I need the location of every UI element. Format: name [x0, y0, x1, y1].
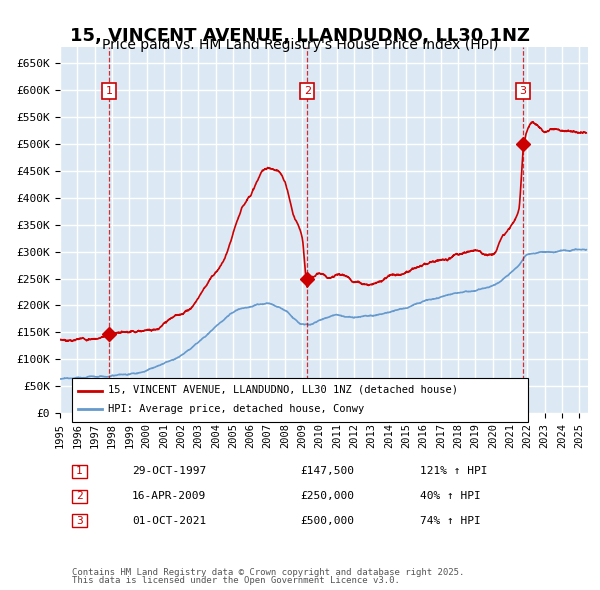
Text: £147,500: £147,500	[300, 467, 354, 476]
Text: 2: 2	[304, 86, 311, 96]
Text: 1: 1	[76, 467, 83, 476]
Text: 29-OCT-1997: 29-OCT-1997	[132, 467, 206, 476]
Text: 121% ↑ HPI: 121% ↑ HPI	[420, 467, 487, 476]
Text: 3: 3	[76, 516, 83, 526]
Text: 40% ↑ HPI: 40% ↑ HPI	[420, 491, 481, 501]
Text: Price paid vs. HM Land Registry's House Price Index (HPI): Price paid vs. HM Land Registry's House …	[102, 38, 498, 53]
Text: 2: 2	[76, 491, 83, 501]
Text: 15, VINCENT AVENUE, LLANDUDNO, LL30 1NZ (detached house): 15, VINCENT AVENUE, LLANDUDNO, LL30 1NZ …	[108, 385, 458, 395]
Text: HPI: Average price, detached house, Conwy: HPI: Average price, detached house, Conw…	[108, 404, 364, 414]
Text: £500,000: £500,000	[300, 516, 354, 526]
Text: 1: 1	[106, 86, 112, 96]
Text: This data is licensed under the Open Government Licence v3.0.: This data is licensed under the Open Gov…	[72, 576, 400, 585]
Text: 74% ↑ HPI: 74% ↑ HPI	[420, 516, 481, 526]
Text: 15, VINCENT AVENUE, LLANDUDNO, LL30 1NZ: 15, VINCENT AVENUE, LLANDUDNO, LL30 1NZ	[70, 27, 530, 45]
Text: 01-OCT-2021: 01-OCT-2021	[132, 516, 206, 526]
Text: £250,000: £250,000	[300, 491, 354, 501]
Text: 3: 3	[520, 86, 527, 96]
Text: 16-APR-2009: 16-APR-2009	[132, 491, 206, 501]
Text: Contains HM Land Registry data © Crown copyright and database right 2025.: Contains HM Land Registry data © Crown c…	[72, 568, 464, 577]
